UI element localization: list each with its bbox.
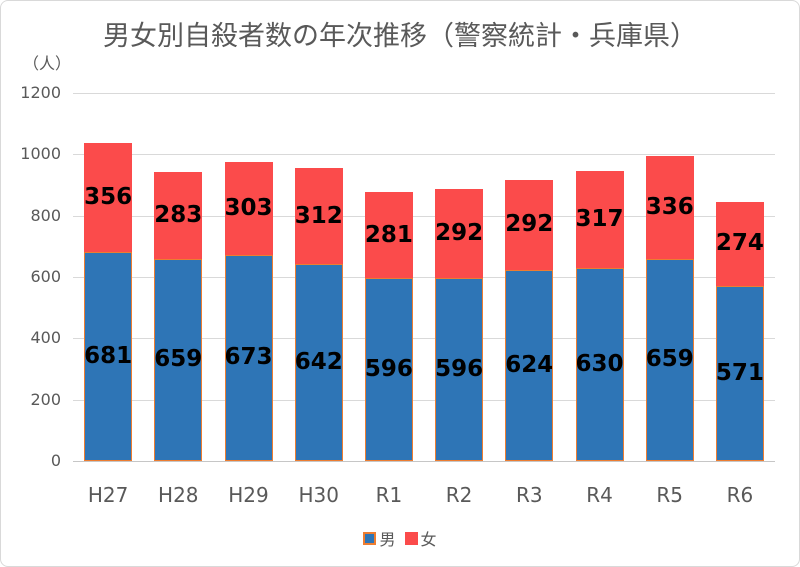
legend-item-male: 男	[363, 526, 396, 550]
x-axis-label-R6: R6	[726, 483, 754, 507]
bar-segment-female-R3: 292	[505, 180, 554, 270]
plot-area: 356 681 H27 283 659 H28 303 673 H29 312 642 H30 281 5…	[73, 93, 775, 507]
data-label-female-H29: 303	[224, 194, 273, 221]
x-axis-label-R4: R4	[586, 483, 613, 507]
data-label-female-H30: 312	[294, 202, 343, 229]
data-label-male-H28: 659	[154, 346, 203, 373]
data-label-female-R4: 317	[575, 205, 624, 232]
gridline-800	[73, 215, 775, 217]
y-axis-tick-label: 600	[30, 267, 61, 286]
data-label-female-R1: 281	[364, 221, 413, 248]
bar-segment-female-H27: 356	[84, 142, 133, 253]
gridline-1200	[73, 93, 775, 94]
data-label-male-R4: 630	[575, 350, 624, 377]
x-axis-label-H29: H29	[228, 483, 269, 507]
data-label-male-H27: 681	[84, 343, 133, 370]
bar-segment-male-R6: 571	[715, 285, 764, 461]
bar-segment-male-H30: 642	[294, 264, 343, 461]
bar-segment-male-R4: 630	[575, 267, 624, 461]
y-axis-tick-label: 1200	[20, 83, 61, 102]
bar-segment-female-H28: 283	[154, 172, 203, 259]
x-axis-label-R2: R2	[445, 483, 473, 507]
x-axis-label-H27: H27	[87, 483, 129, 507]
gridline-600	[73, 277, 775, 278]
bar-segment-male-R5: 659	[645, 258, 694, 461]
data-label-female-H27: 356	[84, 184, 133, 211]
data-label-female-R6: 274	[715, 230, 764, 257]
data-label-male-R1: 596	[364, 356, 413, 383]
bar-segment-female-R6: 274	[715, 201, 764, 286]
x-axis-label-R3: R3	[515, 483, 543, 507]
data-label-female-R5: 336	[645, 193, 694, 220]
chart-title: 男女別自殺者数の年次推移（警察統計・兵庫県）	[103, 21, 697, 52]
bar-segment-female-H29: 303	[224, 161, 273, 255]
legend-swatch-male	[363, 531, 377, 545]
bar-segment-female-R5: 336	[645, 155, 694, 259]
legend: 男女	[1, 526, 799, 550]
legend-swatch-female	[404, 531, 418, 545]
bar-segment-female-R4: 317	[575, 170, 624, 268]
bar-segment-male-R1: 596	[364, 278, 413, 461]
data-label-female-R3: 292	[505, 211, 554, 238]
data-label-male-H29: 673	[224, 344, 273, 371]
gridline-1000	[73, 154, 775, 156]
x-axis-label-R5: R5	[656, 483, 683, 507]
y-axis-tick-label: 400	[30, 328, 61, 348]
data-label-female-R2: 292	[435, 219, 484, 246]
y-axis: 0 200 400 600 800 1000 1200	[1, 84, 61, 470]
y-axis-unit-label: （人）	[23, 54, 72, 73]
bar-segment-female-R1: 281	[364, 192, 413, 279]
gridline-0	[73, 461, 775, 462]
legend-item-female: 女	[404, 526, 437, 550]
x-axis-label-R1: R1	[375, 483, 403, 507]
y-axis-tick-label: 200	[30, 389, 61, 409]
gridline-400	[73, 338, 775, 340]
gridline-200	[73, 399, 775, 401]
y-axis-tick-label: 0	[50, 451, 61, 470]
bar-segment-male-R3: 624	[505, 269, 554, 461]
x-axis-label-H28: H28	[158, 483, 199, 507]
data-label-male-R5: 659	[645, 346, 694, 373]
bar-segment-male-R2: 596	[435, 278, 484, 461]
legend-label-male: 男	[379, 530, 396, 549]
bar-segment-male-H27: 681	[84, 252, 133, 461]
y-axis-tick-label: 800	[30, 205, 61, 225]
x-axis-label-H30: H30	[298, 483, 339, 507]
data-label-male-R3: 624	[505, 351, 554, 378]
data-label-female-H28: 283	[154, 202, 203, 228]
y-axis-tick-label: 1000	[20, 144, 61, 164]
data-label-male-H30: 642	[294, 349, 343, 376]
bar-segment-female-R2: 292	[435, 188, 484, 279]
bar-segment-female-H30: 312	[294, 168, 343, 265]
data-label-male-R2: 596	[435, 356, 484, 383]
bar-segment-male-H29: 673	[224, 254, 273, 461]
bar-segment-male-H28: 659	[154, 258, 203, 461]
data-label-male-R6: 571	[715, 359, 764, 386]
legend-label-female: 女	[420, 530, 437, 549]
